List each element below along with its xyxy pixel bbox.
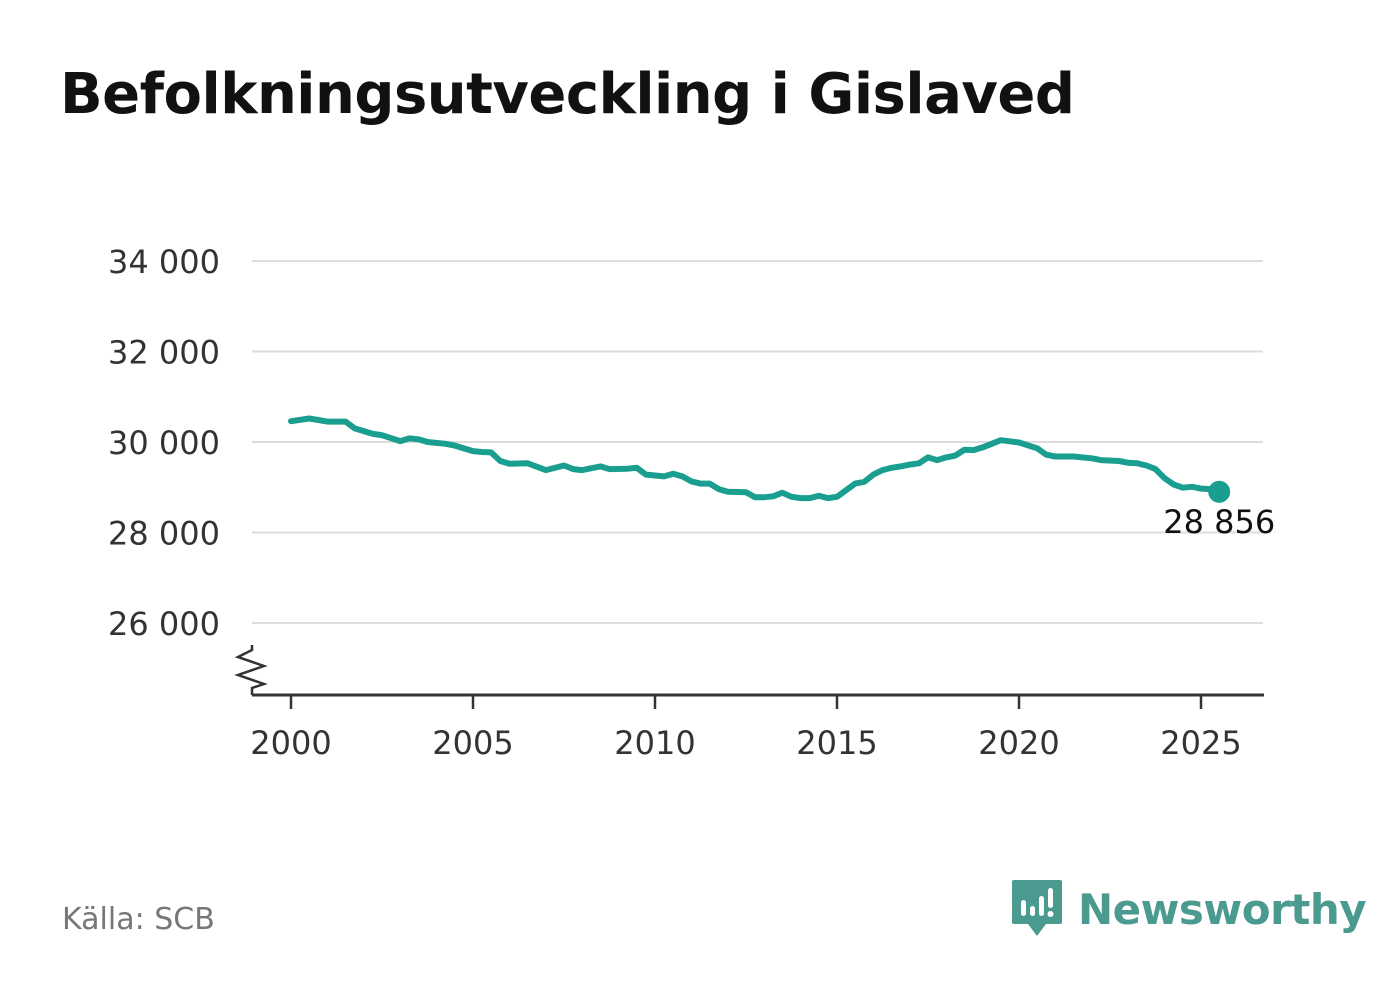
last-value-marker <box>1208 480 1231 503</box>
brand-logo: Newsworthy <box>1010 878 1367 940</box>
x-tick-label: 2015 <box>796 724 877 762</box>
y-tick-label: 28 000 <box>108 515 220 553</box>
x-tick-label: 2000 <box>250 724 331 762</box>
chart-title: Befolkningsutveckling i Gislaved <box>60 62 1075 127</box>
x-axis <box>234 645 1264 697</box>
newsworthy-logo-icon <box>1012 880 1062 936</box>
x-tick-label: 2025 <box>1160 724 1241 762</box>
axis-break-icon <box>234 645 268 695</box>
source-label: Källa: SCB <box>62 902 215 937</box>
y-tick-label: 30 000 <box>108 424 220 462</box>
x-tick-label: 2010 <box>614 724 695 762</box>
y-axis-tick-labels: 26 000 28 000 30 000 32 000 34 000 <box>108 243 220 643</box>
series-layer: 28 856 <box>288 415 1275 541</box>
brand-name: Newsworthy <box>1078 884 1367 934</box>
x-tick-label: 2020 <box>978 724 1059 762</box>
y-tick-label: 26 000 <box>108 605 220 643</box>
x-tick-label: 2005 <box>432 724 513 762</box>
x-axis-tick-labels: 2000 2005 2010 2015 2020 2025 <box>250 695 1242 762</box>
y-tick-label: 32 000 <box>108 334 220 372</box>
y-tick-label: 34 000 <box>108 243 220 281</box>
last-value-label: 28 856 <box>1163 503 1275 541</box>
series-line <box>288 415 1223 502</box>
